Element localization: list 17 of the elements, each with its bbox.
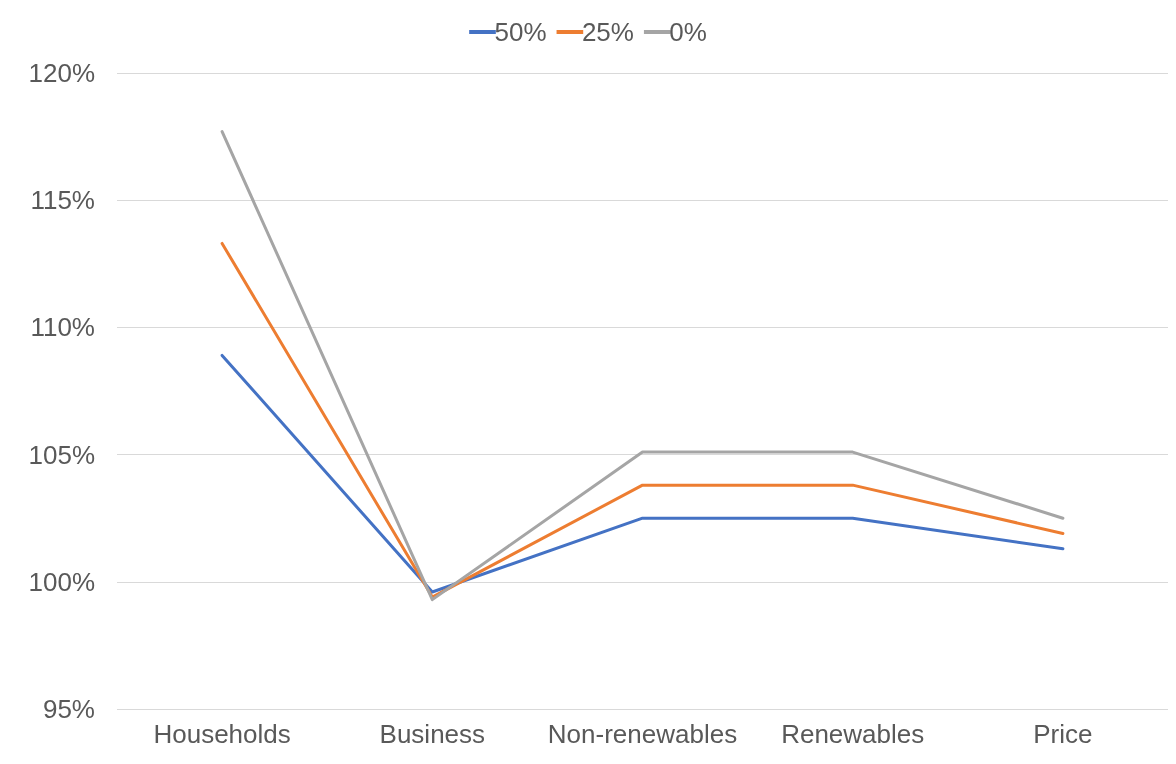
legend-label: 0% [669, 17, 707, 47]
line-series [220, 353, 1065, 594]
y-tick-label: 115% [30, 185, 95, 216]
legend-label: 50% [494, 17, 547, 47]
y-tick-label: 120% [28, 58, 95, 88]
x-tick-label: Households [153, 719, 291, 749]
y-tick-label: 110% [30, 312, 95, 343]
y-tick-label: 95% [42, 694, 95, 724]
line-series [220, 241, 1065, 599]
x-tick-label: Price [1033, 719, 1093, 749]
y-tick-label: 100% [28, 566, 95, 597]
x-tick-label: Business [379, 719, 486, 749]
x-tick-label: Non-renewables [547, 719, 738, 749]
y-tick-label: 105% [28, 439, 95, 470]
line-series [220, 130, 1065, 602]
legend-label: 25% [581, 17, 634, 47]
x-tick-label: Renewables [781, 719, 925, 749]
